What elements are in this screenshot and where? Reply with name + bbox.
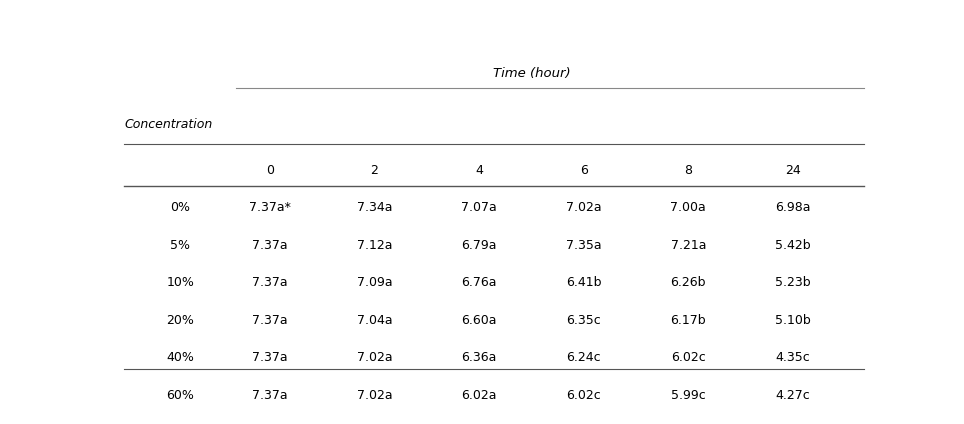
Text: 7.12a: 7.12a (357, 239, 392, 251)
Text: 7.37a: 7.37a (253, 276, 287, 289)
Text: 7.02a: 7.02a (566, 201, 602, 214)
Text: 5.23b: 5.23b (775, 276, 811, 289)
Text: 7.37a: 7.37a (253, 314, 287, 327)
Text: 5.10b: 5.10b (775, 314, 811, 327)
Text: 7.02a: 7.02a (357, 389, 392, 402)
Text: 6.79a: 6.79a (462, 239, 496, 251)
Text: 6.02a: 6.02a (462, 389, 496, 402)
Text: 7.37a*: 7.37a* (249, 201, 291, 214)
Text: 24: 24 (785, 164, 801, 176)
Text: 5%: 5% (171, 239, 190, 251)
Text: 4.35c: 4.35c (775, 351, 811, 364)
Text: 4.27c: 4.27c (775, 389, 811, 402)
Text: 6.60a: 6.60a (462, 314, 496, 327)
Text: 5.42b: 5.42b (775, 239, 811, 251)
Text: 7.00a: 7.00a (670, 201, 707, 214)
Text: 6.98a: 6.98a (775, 201, 811, 214)
Text: 5.99c: 5.99c (671, 389, 706, 402)
Text: 7.21a: 7.21a (671, 239, 706, 251)
Text: Concentration: Concentration (124, 118, 212, 131)
Text: 0%: 0% (171, 201, 190, 214)
Text: 7.09a: 7.09a (357, 276, 392, 289)
Text: 40%: 40% (167, 351, 194, 364)
Text: 6.02c: 6.02c (566, 389, 602, 402)
Text: 6.24c: 6.24c (567, 351, 601, 364)
Text: 20%: 20% (167, 314, 194, 327)
Text: 6.76a: 6.76a (462, 276, 496, 289)
Text: 6.26b: 6.26b (671, 276, 706, 289)
Text: 6: 6 (579, 164, 588, 176)
Text: 6.17b: 6.17b (671, 314, 706, 327)
Text: 60%: 60% (167, 389, 194, 402)
Text: 8: 8 (684, 164, 692, 176)
Text: 7.37a: 7.37a (253, 389, 287, 402)
Text: 10%: 10% (167, 276, 194, 289)
Text: 0: 0 (266, 164, 274, 176)
Text: 2: 2 (370, 164, 379, 176)
Text: 7.37a: 7.37a (253, 351, 287, 364)
Text: Time (hour): Time (hour) (493, 67, 571, 80)
Text: 6.36a: 6.36a (462, 351, 496, 364)
Text: 6.41b: 6.41b (566, 276, 602, 289)
Text: 7.04a: 7.04a (357, 314, 392, 327)
Text: 7.34a: 7.34a (357, 201, 392, 214)
Text: 7.02a: 7.02a (357, 351, 392, 364)
Text: 7.35a: 7.35a (566, 239, 602, 251)
Text: 6.35c: 6.35c (566, 314, 602, 327)
Text: 7.37a: 7.37a (253, 239, 287, 251)
Text: 7.07a: 7.07a (461, 201, 497, 214)
Text: 4: 4 (475, 164, 483, 176)
Text: 6.02c: 6.02c (671, 351, 706, 364)
